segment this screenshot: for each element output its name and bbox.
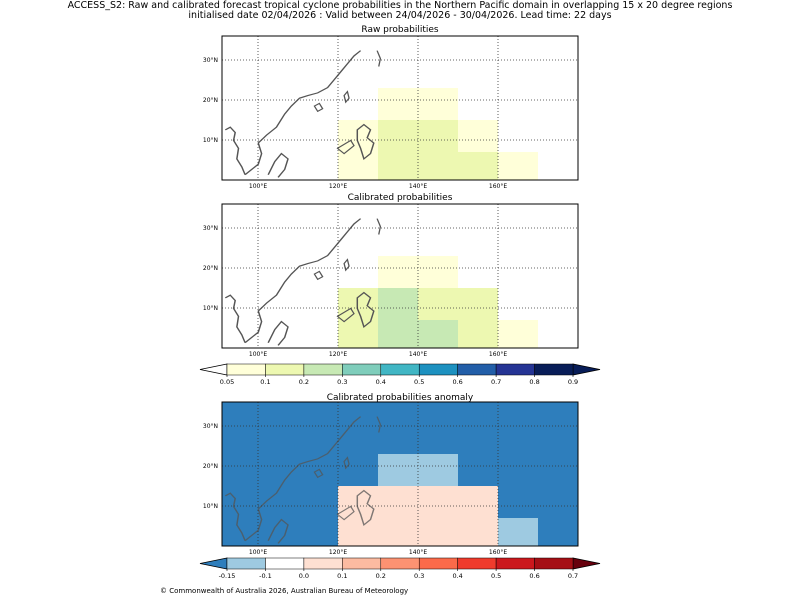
probability-cell-4 [418,518,458,546]
probability-cell-3 [418,288,458,320]
panel-anomaly: Calibrated probabilities anomaly 100°E 12… [203,393,579,556]
colorbar-swatch-0 [226,557,266,570]
probability-cell-4 [418,320,458,348]
colorbar-tick-label: 0.3 [337,378,347,386]
probability-cell-0 [378,454,458,486]
x-tick-label: 140°E [409,351,427,358]
y-tick-label: 30°N [203,423,218,430]
colorbar-swatch-5 [418,557,458,570]
colorbar-tick-label: -0.1 [259,572,272,580]
x-tick-label: 100°E [249,351,267,358]
colorbar-swatch-7 [495,557,535,570]
colorbar-tick-label: 0.4 [452,572,462,580]
colorbar-swatch-5 [418,363,458,376]
colorbar-tick-label: 0.1 [337,572,347,580]
panel-anomaly-frame [221,401,579,547]
panel-raw-title: Raw probabilities [361,25,439,35]
colorbar-probability: 0.05 0.1 0.2 0.3 0.4 0.5 0.6 0.7 0.8 0.9 [199,363,601,386]
colorbar-tick-label: 0.5 [491,572,501,580]
y-tick-label: 30°N [203,57,218,64]
x-tick-label: 160°E [489,549,507,556]
y-tick-label: 20°N [203,265,218,272]
y-tick-label: 10°N [203,503,218,510]
colorbar-tick-label: 0.6 [529,572,539,580]
panel-anomaly-title: Calibrated probabilities anomaly [327,393,474,403]
colorbar-tick-label: 0.7 [491,378,501,386]
colorbar-swatch-2 [303,363,343,376]
colorbar-swatch-3 [342,557,382,570]
colorbar-over-arrow [572,363,601,376]
colorbar-tick-label: 0.6 [452,378,462,386]
x-tick-label: 100°E [249,549,267,556]
colorbar-anomaly: -0.15 -0.1 0.0 0.1 0.2 0.3 0.4 0.5 0.6 0.7 [199,557,601,580]
colorbar-swatch-2 [303,557,343,570]
x-tick-label: 160°E [489,351,507,358]
panel-calibrated-title: Calibrated probabilities [348,193,453,203]
x-tick-label: 160°E [489,183,507,190]
probability-cell-5 [498,152,538,180]
probability-cell-6 [498,518,538,546]
probability-cell-3 [418,486,458,518]
probability-cell-5 [458,288,498,348]
x-tick-label: 120°E [329,351,347,358]
colorbar-swatch-8 [534,557,574,570]
x-tick-label: 120°E [329,183,347,190]
colorbar-tick-label: 0.9 [568,378,578,386]
colorbar-tick-label: 0.0 [299,572,309,580]
colorbar-swatch-6 [457,557,497,570]
probability-cell-0 [378,88,458,120]
y-tick-label: 20°N [203,97,218,104]
colorbar-swatch-7 [495,363,535,376]
y-tick-label: 10°N [203,305,218,312]
colorbar-tick-label: 0.05 [220,378,234,386]
colorbar-under-arrow [199,557,228,570]
colorbar-swatch-1 [265,363,305,376]
colorbar-tick-label: 0.7 [568,572,578,580]
probability-cell-2 [378,288,418,348]
figure-title-line-1: ACCESS_S2: Raw and calibrated forecast t… [67,0,733,11]
colorbar-swatch-3 [342,363,382,376]
probability-cell-5 [458,486,498,546]
colorbar-swatch-4 [380,557,420,570]
colorbar-tick-label: 0.2 [299,378,309,386]
colorbar-tick-label: -0.15 [219,572,236,580]
colorbar-tick-label: 0.3 [414,572,424,580]
colorbar-under-arrow [199,363,228,376]
colorbar-tick-label: 0.1 [260,378,270,386]
colorbar-swatch-6 [457,363,497,376]
colorbar-tick-label: 0.4 [376,378,386,386]
probability-cell-4 [458,152,498,180]
probability-cell-6 [498,320,538,348]
probability-cell-2 [378,486,418,546]
panel-calibrated-frame [221,203,579,349]
colorbar-tick-label: 0.2 [376,572,386,580]
x-tick-label: 120°E [329,549,347,556]
panel-raw: Raw probabilities 100°E 120°E 140°E 160°E 1… [203,25,579,190]
panel-raw-frame [221,35,579,181]
colorbar-swatch-1 [265,557,305,570]
y-tick-label: 30°N [203,225,218,232]
copyright-footer: © Commonwealth of Australia 2026, Austra… [160,587,409,595]
colorbar-swatch-4 [380,363,420,376]
panel-calibrated: Calibrated probabilities 100°E 120°E 140°E… [203,193,579,358]
y-tick-label: 10°N [203,137,218,144]
colorbar-swatch-8 [534,363,574,376]
colorbar-tick-label: 0.8 [529,378,539,386]
colorbar-swatch-0 [226,363,266,376]
probability-cell-3 [458,120,498,152]
x-tick-label: 140°E [409,549,427,556]
y-tick-label: 20°N [203,463,218,470]
x-tick-label: 100°E [249,183,267,190]
colorbar-over-arrow [572,557,601,570]
colorbar-tick-label: 0.5 [414,378,424,386]
figure-title-line-2: initialised date 02/04/2026 : Valid betw… [188,10,612,21]
x-tick-label: 140°E [409,183,427,190]
probability-cell-0 [378,256,458,288]
